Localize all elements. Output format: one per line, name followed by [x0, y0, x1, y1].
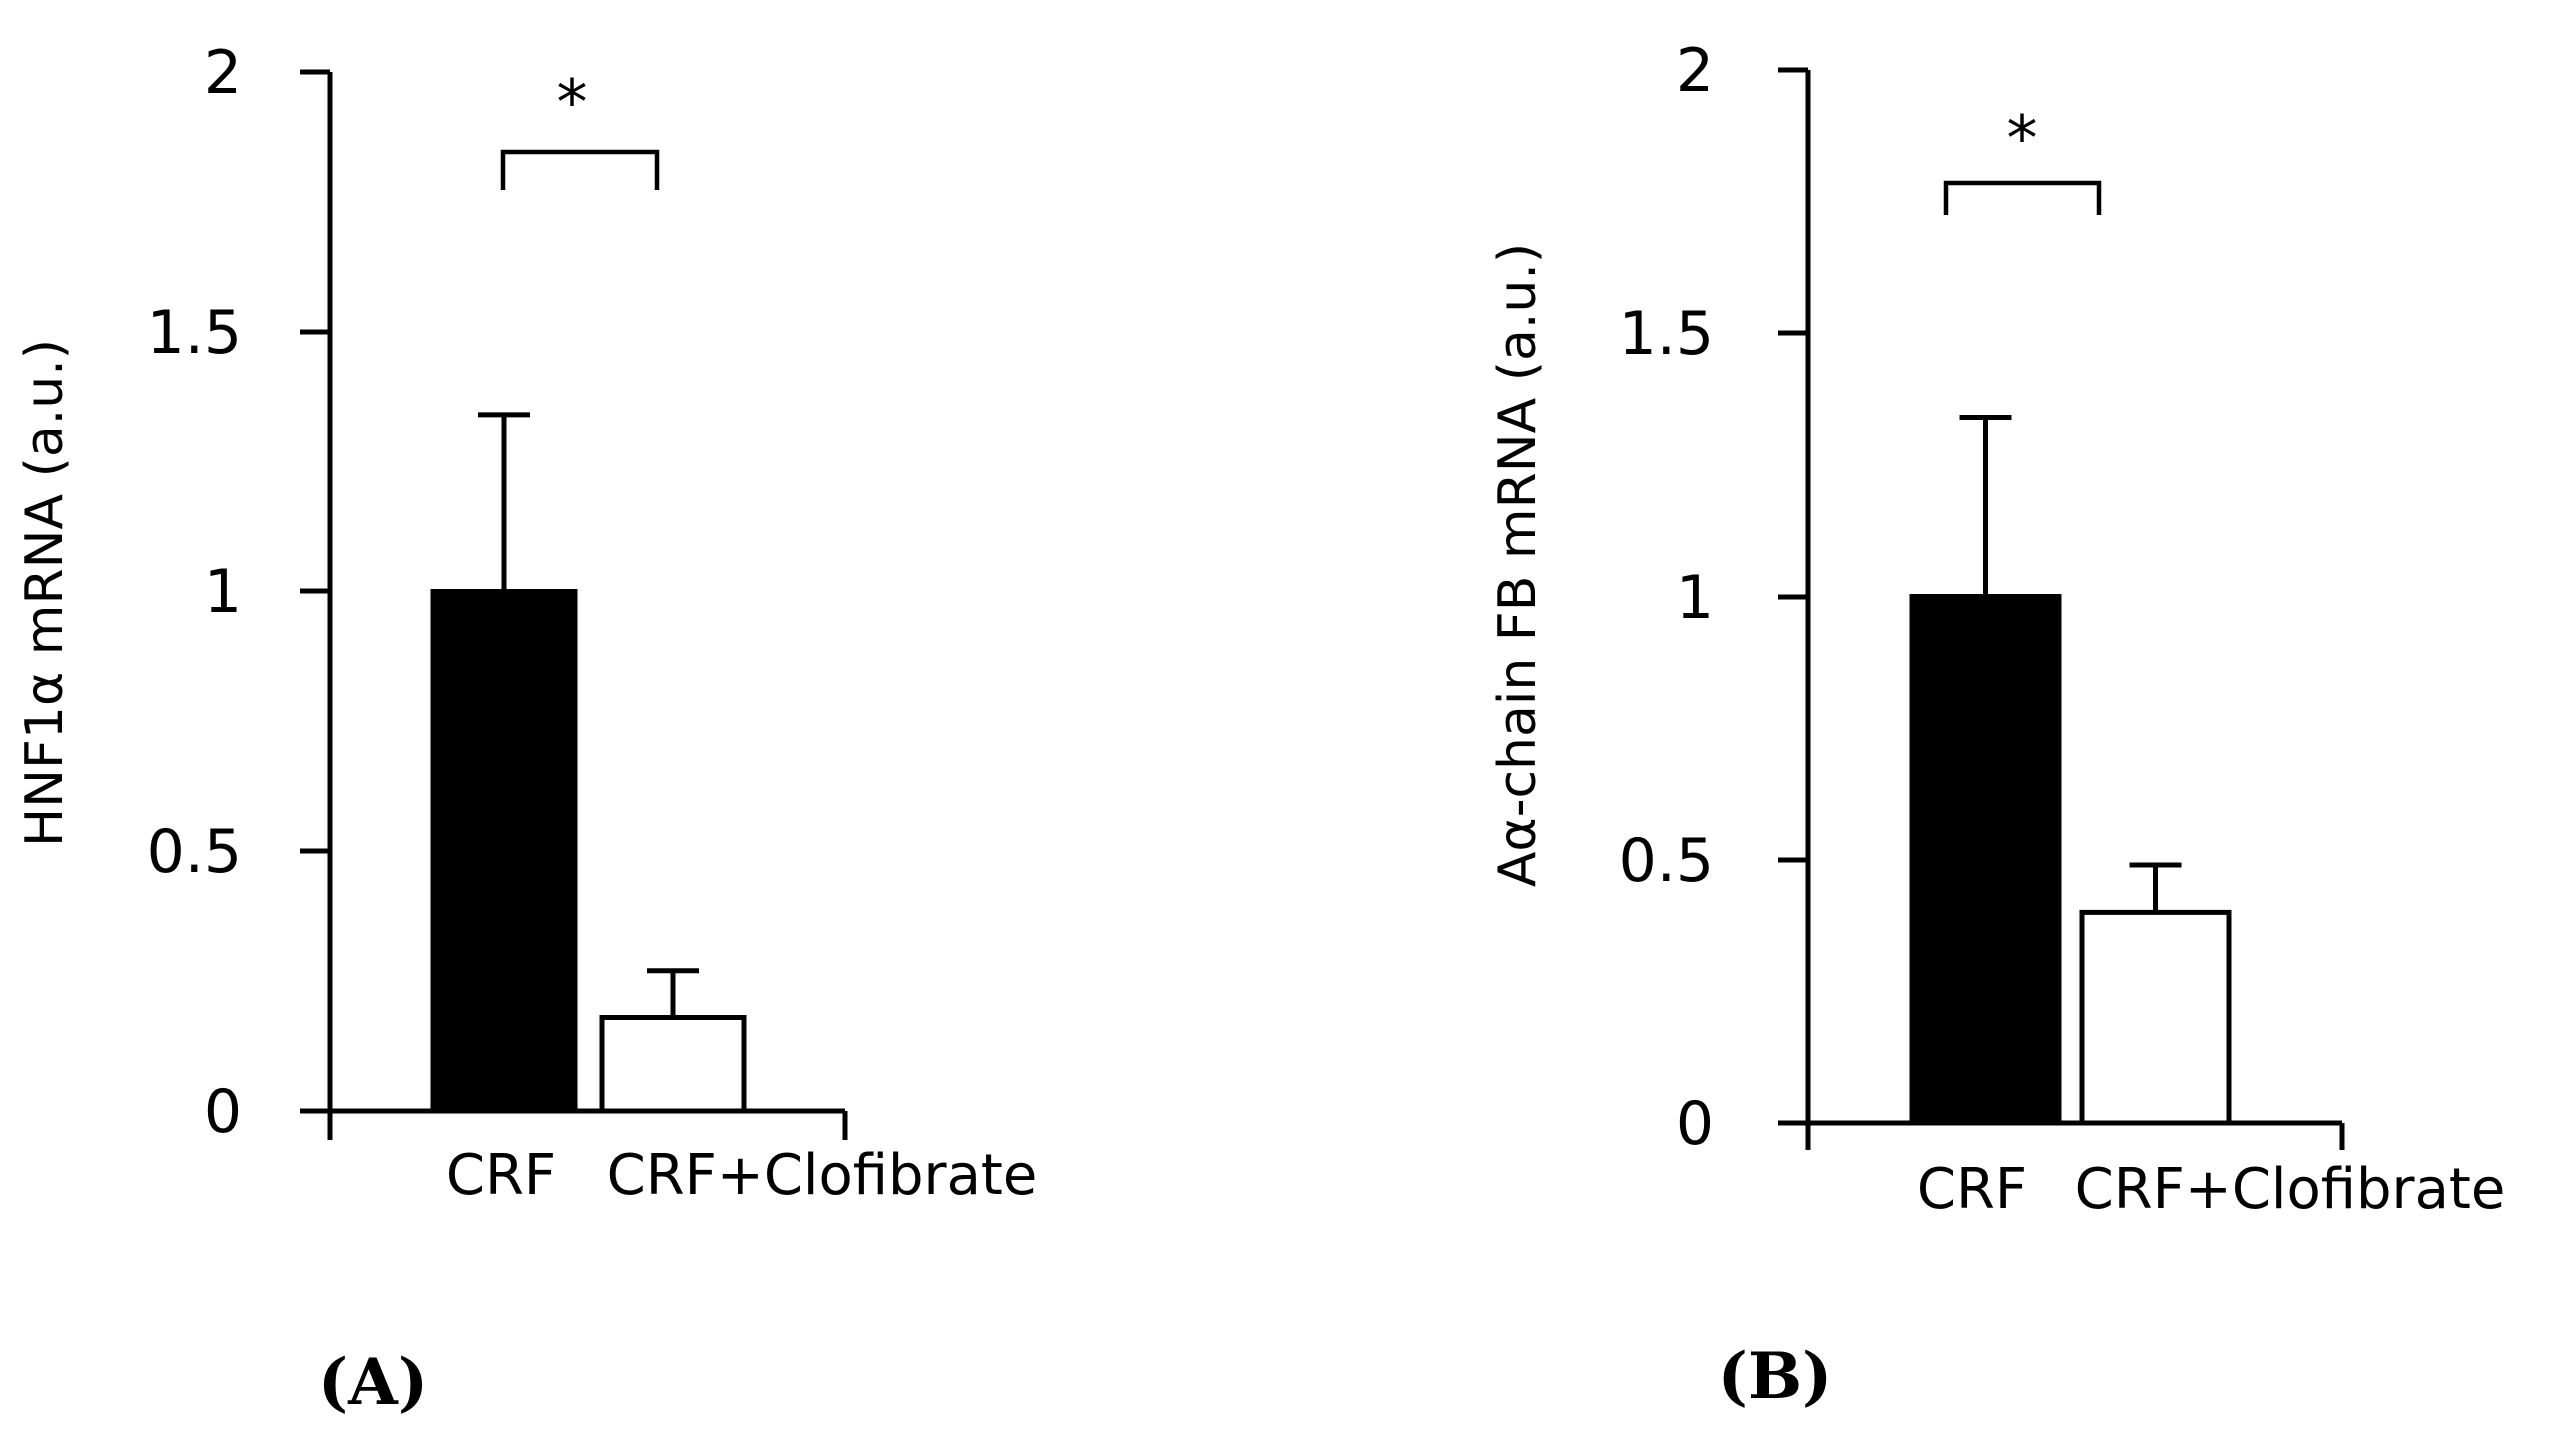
panel-a: HNF1α mRNA (a.u.) 0 0.5 1 1.5 2 * CRF CR…	[15, 38, 1037, 1420]
y-tick-label: 0.5	[1619, 826, 1714, 896]
x-category-label: CRF	[446, 1143, 556, 1208]
x-category-label: CRF	[1917, 1157, 2027, 1222]
x-category-label: CRF+Clofibrate	[607, 1143, 1038, 1208]
y-tick-label: 0	[204, 1077, 242, 1147]
significance-star: *	[557, 66, 588, 139]
bar-crf	[430, 589, 578, 1114]
error-bar-crf	[478, 412, 530, 592]
y-tick-label: 2	[204, 38, 242, 108]
y-axis-label: Aα-chain FB mRNA (a.u.)	[1488, 243, 1548, 887]
y-tick-label: 1.5	[147, 298, 242, 368]
panel-label: (B)	[1718, 1339, 1833, 1414]
y-axis-label: HNF1α mRNA (a.u.)	[15, 339, 75, 847]
bar-crf-clofibrate	[599, 1014, 747, 1114]
y-tick-label: 1	[1676, 563, 1714, 633]
bar-crf-clofibrate	[2079, 909, 2232, 1126]
y-tick-label: 0.5	[147, 817, 242, 887]
significance-bracket	[1943, 180, 2102, 215]
significance-star: *	[2007, 102, 2038, 175]
y-tick-label: 0	[1676, 1089, 1714, 1159]
error-bar-crf-clofibrate	[647, 968, 699, 1018]
error-bar-crf-clofibrate	[2129, 862, 2182, 913]
panel-label: (A)	[318, 1345, 428, 1420]
y-tick-label: 1.5	[1619, 299, 1714, 369]
panel-b: Aα-chain FB mRNA (a.u.) 0 0.5 1 1.5 2 * …	[1488, 36, 2505, 1414]
x-category-label: CRF+Clofibrate	[2075, 1157, 2506, 1222]
significance-bracket	[500, 149, 660, 190]
y-tick-label: 1	[204, 557, 242, 627]
bar-crf	[1909, 594, 2062, 1126]
y-tick-label: 2	[1676, 36, 1714, 106]
error-bar-crf	[1959, 414, 2012, 597]
